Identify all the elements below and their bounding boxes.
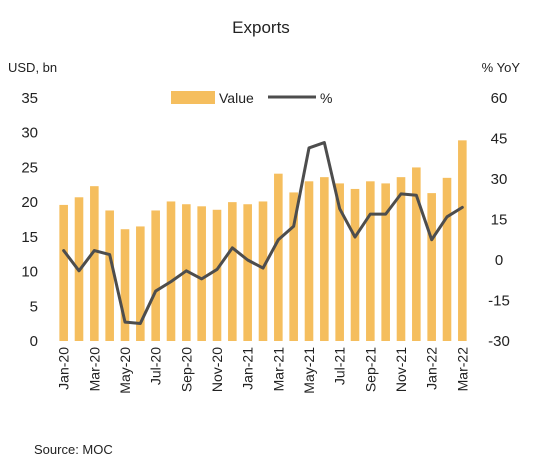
legend-value-swatch [171,91,215,104]
left-axis-ticks: 0 5 10 15 20 25 30 35 [21,90,38,350]
bar-jan-21 [243,204,252,341]
bar-mar-20 [90,186,99,341]
x-tick-label: Jan-22 [424,347,440,390]
right-axis-label: % YoY [482,60,521,75]
left-tick-label: 10 [21,264,38,281]
right-tick-label: -15 [488,293,510,310]
right-axis-ticks: -30 -15 0 15 30 45 60 [488,90,510,350]
bar-series-value [59,140,467,341]
x-tick-label: Jul-21 [332,347,348,385]
bar-jun-21 [320,177,329,341]
bar-oct-20 [197,206,206,341]
bar-feb-21 [258,201,268,341]
bar-jul-20 [151,210,160,341]
bar-mar-22 [458,140,467,341]
x-tick-label: Mar-22 [454,347,470,392]
bar-apr-20 [105,210,114,341]
right-tick-label: 0 [495,252,503,269]
right-tick-label: 45 [491,131,508,148]
bar-jan-22 [427,193,436,341]
right-tick-label: -30 [488,333,510,350]
left-tick-label: 25 [21,159,38,176]
bar-dec-21 [412,167,421,341]
bar-dec-20 [228,202,237,341]
x-tick-label: Jul-20 [148,347,164,385]
right-tick-label: 30 [491,171,508,188]
bar-sep-21 [366,181,375,341]
bar-nov-21 [396,177,406,341]
legend-yoy-label: % [320,90,332,106]
bar-feb-22 [442,177,452,341]
bar-jul-21 [335,183,344,341]
bar-mar-21 [274,173,283,341]
x-tick-label: May-21 [301,347,317,394]
legend: Value % [171,90,332,106]
x-tick-label: Sep-20 [178,347,194,392]
x-tick-label: Jan-21 [240,347,256,390]
left-tick-label: 0 [30,333,38,350]
line-series-yoy [62,141,464,325]
left-tick-label: 20 [21,194,38,211]
bar-nov-20 [212,209,222,341]
x-tick-label: Nov-21 [393,347,409,392]
bar-apr-21 [289,192,298,341]
bar-aug-21 [350,188,360,341]
x-axis-ticks: Jan-20 Mar-20 May-20 Jul-20 Sep-20 Nov-20 Jan-… [56,347,471,394]
x-tick-label: May-20 [117,347,133,394]
x-tick-label: Mar-20 [86,347,102,392]
x-tick-label: Jan-20 [56,347,72,390]
bar-may-21 [304,181,314,341]
x-tick-label: Nov-20 [209,347,225,392]
right-tick-label: 15 [491,212,508,229]
bar-oct-21 [381,183,390,341]
left-axis-label: USD, bn [8,60,57,75]
x-tick-label: Sep-21 [362,347,378,392]
left-tick-label: 5 [30,298,38,315]
left-tick-label: 35 [21,90,38,107]
right-tick-label: 60 [491,90,508,107]
bar-may-20 [120,229,130,341]
x-tick-label: Mar-21 [270,347,286,392]
legend-value-label: Value [219,90,254,106]
source-note: Source: MOC [34,442,113,457]
bar-jun-20 [136,226,145,341]
chart-title: Exports [232,18,290,37]
bar-aug-20 [166,201,176,341]
bar-jan-20 [59,204,68,341]
left-tick-label: 30 [21,125,38,142]
left-tick-label: 15 [21,229,38,246]
